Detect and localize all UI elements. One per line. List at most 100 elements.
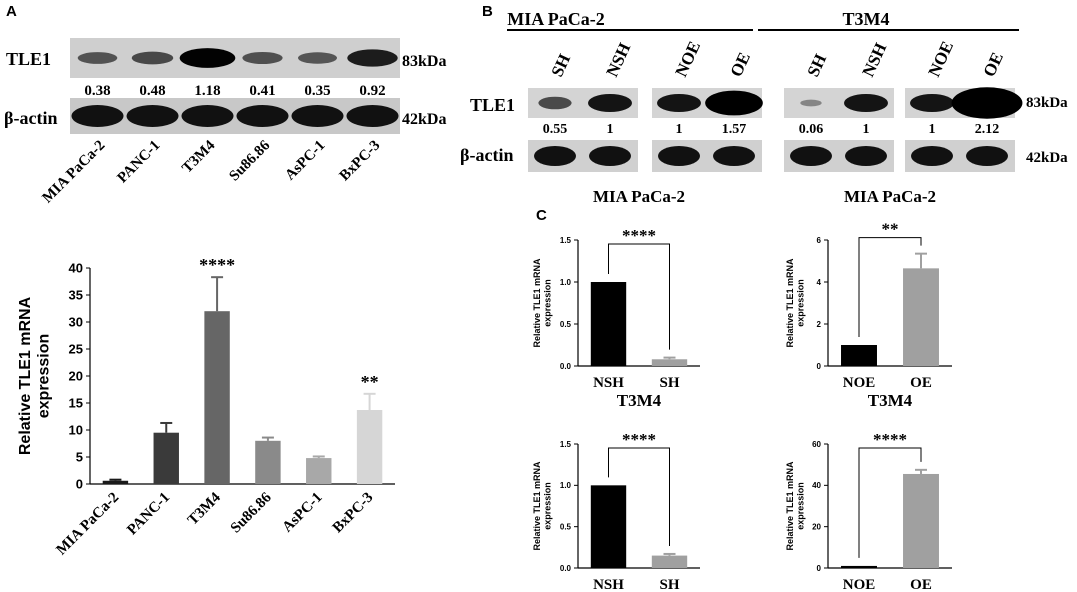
significance-mark: **** [873,430,907,449]
significance-mark: **** [199,255,235,275]
blot-b-lane-label: OE [979,49,1007,79]
blot-b-actin-band [589,146,631,166]
blot-a-lane-label: BxPC-3 [337,138,384,185]
panel-c-bar-chart-4: 0 20 40 60 Relative TLE1 mRNA expression T3M4 N… [785,391,952,592]
bar [255,440,281,484]
y-tick-label: 10 [69,423,83,438]
y-axis-label: Relative TLE1 mRNA [17,296,34,455]
blot-a-control-size: 42kDa [402,111,446,128]
blot-b-lane-label: NOE [671,38,704,79]
blot-a-ratio: 0.41 [249,83,275,99]
y-axis-label: Relative TLE1 mRNA [785,461,795,551]
chart-title: T3M4 [868,391,913,410]
significance-bracket [858,237,922,337]
blot-a-lane-label: PANC-1 [115,138,164,187]
significance-bracket [608,447,670,546]
blot-b-lane-label: NSH [858,40,890,80]
y-tick-label: 0.5 [560,320,572,329]
blot-a-lane-label: T3M4 [179,137,218,176]
blot-a-protein-label: TLE1 [6,49,51,69]
blot-a-tle1-band [131,51,174,65]
y-axis-label: expression [35,334,52,418]
y-tick-label: 25 [69,342,83,357]
chart-title: MIA PaCa-2 [844,187,936,206]
x-tick-label: NOE [843,577,876,592]
blot-a-lane-labels: MIA PaCa-2 PANC-1 T3M4 Su86.86 AsPC-1 BxPC-3 [40,137,384,206]
blot-a-actin-band [346,105,399,127]
y-tick-label: 0.5 [560,522,572,531]
blot-b-ratio: 0.55 [543,122,568,137]
blot-a-actin-band [291,105,344,127]
y-tick-label: 1.5 [560,440,572,449]
bar [153,432,179,484]
y-tick-label: 0.0 [560,362,572,371]
x-tick-label: PANC-1 [124,490,173,539]
x-tick-label: NSH [593,375,624,391]
blot-b-tle1-band [538,96,572,110]
blot-b-group-label-1: MIA PaCa-2 [507,9,605,29]
x-tick-label: T3M4 [185,489,224,528]
blot-a-control-label: β-actin [4,108,57,128]
blot-b-actin-band [658,146,700,166]
blot-b-ratio: 1 [607,122,614,137]
blot-b-tle1-band [657,94,701,112]
y-axis-label: Relative TLE1 mRNA [532,258,542,348]
y-tick-label: 2 [817,320,822,329]
significance-mark: ** [882,220,899,239]
significance-bracket [858,447,922,558]
blot-b-tle1-band [588,94,632,112]
blot-a-actin-strip [70,98,400,134]
significance-bracket [608,243,670,350]
blot-a-bands [71,48,399,127]
blot-b-actin-band [790,146,832,166]
blot-a-actin-band [71,105,124,127]
bar [102,480,129,484]
panel-c-bar-chart-1: 0.0 0.5 1.0 1.5 Relative TLE1 mRNA expression… [532,187,700,391]
bar [903,268,939,366]
blot-a-lane-label: AsPC-1 [282,138,328,184]
y-tick-label: 15 [69,396,83,411]
bar [590,282,627,366]
blot-a-tle1-band [179,48,236,68]
bar [204,311,230,484]
blot-a-tle1-band [242,51,283,65]
blot-a-tle1-band [77,52,118,64]
blot-b-lane-label: SH [547,51,574,80]
blot-b-actin-band [713,146,755,166]
bar [306,458,332,484]
blot-b-lane-label: SH [803,51,830,80]
x-tick-label: MIA PaCa-2 [53,490,122,559]
panel-letter-a: A [6,3,17,20]
blot-b-tle1-band [910,94,954,112]
x-tick-label: Su86.86 [228,489,275,536]
bar [651,555,688,568]
panel-a-western-blot: TLE1 β-actin 83kDa 42kDa 0.38 0.48 1.18 0.4… [4,38,446,206]
blot-b-control-size: 42kDa [1026,150,1068,166]
y-axis-label: expression [542,482,552,530]
y-tick-label: 20 [69,369,83,384]
panel-a-bar-chart: 0 5 10 15 20 25 30 35 40 Relative TLE1 mRNA expres… [17,255,395,558]
y-tick-label: 1.5 [560,236,572,245]
panel-c-bar-chart-2: 0 2 4 6 Relative TLE1 mRNA expression MIA PaCa… [785,187,952,391]
bar [903,473,939,568]
bar [841,345,877,366]
blot-b-lane-labels: SH NSH NOE OE SH NSH NOE OE [547,38,1007,79]
x-tick-label: NOE [843,375,876,391]
blot-b-protein-label: TLE1 [470,95,515,115]
blot-a-protein-size: 83kDa [402,53,446,70]
blot-b-tle1-band [705,90,763,116]
blot-b-tle1-band [844,94,888,112]
blot-a-actin-band [126,105,179,127]
significance-mark: **** [622,430,656,449]
y-tick-label: 30 [69,315,83,330]
y-axis-label: expression [795,279,805,327]
panel-b-western-blot: MIA PaCa-2 T3M4 TLE1 β-actin 83kDa 42kDa… [460,9,1068,172]
bar [356,410,383,484]
y-axis-label: Relative TLE1 mRNA [785,258,795,348]
x-tick-label: NSH [593,577,624,592]
blot-b-lane-label: OE [726,49,754,79]
blot-b-lane-label: NOE [924,38,957,79]
blot-b-control-label: β-actin [460,145,513,165]
y-tick-label: 1.0 [560,481,572,490]
blot-b-actin-band [966,146,1008,166]
